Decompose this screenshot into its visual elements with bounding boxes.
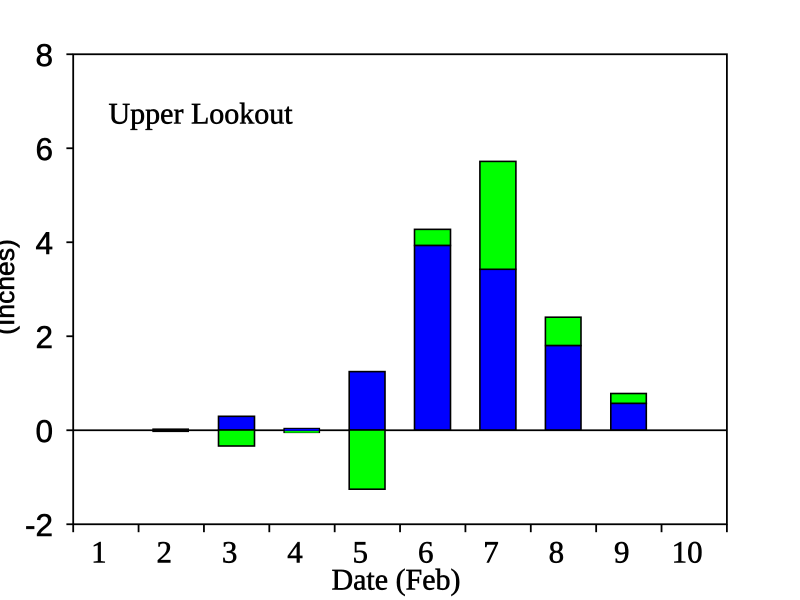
svg-text:7: 7 bbox=[483, 534, 499, 569]
svg-text:Upper Lookout: Upper Lookout bbox=[109, 97, 294, 130]
svg-text:8: 8 bbox=[549, 534, 565, 569]
svg-text:3: 3 bbox=[222, 534, 238, 569]
svg-text:6: 6 bbox=[35, 131, 53, 167]
svg-text:0: 0 bbox=[35, 413, 53, 449]
svg-text:6: 6 bbox=[418, 534, 434, 569]
svg-text:4: 4 bbox=[35, 225, 53, 261]
svg-text:5: 5 bbox=[353, 534, 369, 569]
svg-text:(Inches): (Inches) bbox=[0, 239, 20, 335]
svg-text:-2: -2 bbox=[25, 507, 53, 543]
svg-text:9: 9 bbox=[614, 534, 630, 569]
svg-text:2: 2 bbox=[157, 534, 173, 569]
svg-text:1: 1 bbox=[91, 534, 107, 569]
svg-text:8: 8 bbox=[35, 37, 53, 73]
svg-text:2: 2 bbox=[35, 319, 53, 355]
svg-text:4: 4 bbox=[287, 534, 303, 569]
svg-text:10: 10 bbox=[672, 534, 703, 569]
svg-text:Date (Feb): Date (Feb) bbox=[331, 564, 460, 597]
